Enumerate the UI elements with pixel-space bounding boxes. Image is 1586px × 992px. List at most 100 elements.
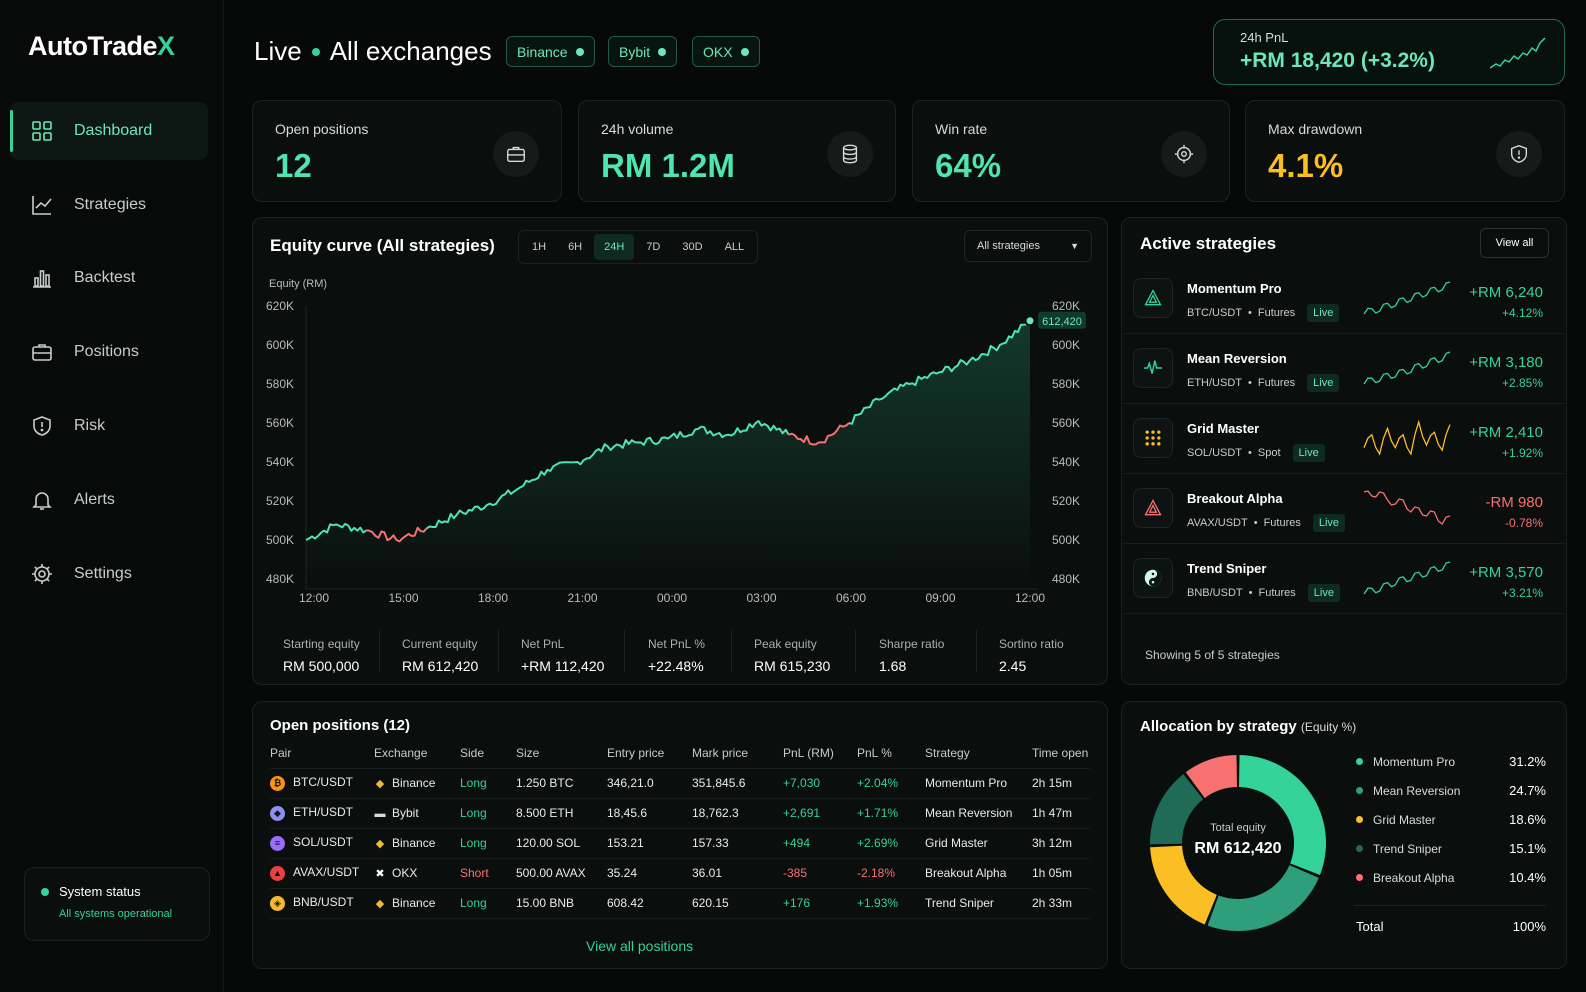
column-header[interactable]: Mark price	[692, 745, 749, 760]
page-title: Live All exchanges	[254, 36, 492, 67]
cell-side: Long	[460, 767, 516, 798]
current-equity-marker[interactable]	[1024, 315, 1036, 327]
pair-text: BTC/USDT	[293, 775, 353, 790]
tab-7d[interactable]: 7D	[646, 241, 661, 253]
status-badge: Live	[1307, 374, 1340, 392]
legend-label: Momentum Pro	[1373, 754, 1456, 769]
status-dot	[41, 887, 49, 896]
x-tick-label: 18:00	[478, 591, 508, 605]
column-header[interactable]: PnL (RM)	[783, 745, 834, 760]
table-row[interactable]: ≡ SOL/USDT ◆ Binance Long 120.00 SOL 153.21 157…	[270, 827, 1090, 858]
sidebar-item-strategies[interactable]: Strategies	[10, 176, 208, 234]
table-header-row: Pair Exchange Side Size Entry price Mark…	[270, 738, 1090, 768]
metric-label: Peak equity	[754, 637, 817, 651]
sidebar-item-positions[interactable]: Positions	[10, 323, 208, 381]
table-row[interactable]: ◆ ETH/USDT ▬ Bybit Long 8.500 ETH 18,45.6 18,76…	[270, 797, 1090, 828]
strategy-row[interactable]: Trend Sniper BNB/USDT • Futures Live +RM 3,57…	[1121, 544, 1567, 614]
equity-chart: Equity (RM) 620K 620K 600K 600K 580K 580K 560K…	[266, 278, 1086, 605]
x-tick-label: 15:00	[388, 591, 418, 605]
legend-label: Grid Master	[1373, 812, 1436, 827]
strategy-name: Grid Master	[1187, 421, 1260, 436]
table-row[interactable]: ▲ AVAX/USDT ✖ OKX Short 500.00 AVAX 35.24 36.01…	[270, 857, 1090, 888]
sidebar-item-risk[interactable]: Risk	[10, 397, 208, 455]
strategies-footer: Showing 5 of 5 strategies	[1145, 648, 1280, 662]
strategy-row[interactable]: Breakout Alpha AVAX/USDT • Futures Live -RM 9…	[1121, 474, 1567, 544]
tab-1h[interactable]: 1H	[532, 241, 547, 253]
column-header[interactable]: Side	[460, 745, 485, 760]
allocation-legend-item[interactable]: Momentum Pro 31.2%	[1356, 754, 1546, 769]
strategy-pair: AVAX/USDT	[1187, 517, 1248, 529]
exchange-chip-bybit[interactable]: Bybit	[608, 36, 678, 67]
active-strategies-panel	[1121, 217, 1567, 685]
system-status-card[interactable]: System status All systems operational	[24, 867, 210, 941]
strategy-market: Spot	[1257, 447, 1281, 459]
view-all-positions-link[interactable]: View all positions	[586, 938, 694, 954]
legend-swatch	[1356, 787, 1363, 794]
allocation-legend-item[interactable]: Breakout Alpha 10.4%	[1356, 870, 1546, 885]
column-header[interactable]: Exchange	[374, 745, 428, 760]
exchange-chip-binance[interactable]: Binance	[506, 36, 595, 67]
donut-slice[interactable]	[1207, 865, 1319, 932]
legend-label: Trend Sniper	[1373, 841, 1442, 856]
column-header[interactable]: Pair	[270, 745, 292, 760]
donut-slice[interactable]	[1238, 755, 1327, 875]
sidebar-item-alerts[interactable]: Alerts	[10, 471, 208, 529]
column-header[interactable]: Time open	[1032, 745, 1089, 760]
strategy-row[interactable]: Mean Reversion ETH/USDT • Futures Live +RM 3,…	[1121, 334, 1567, 404]
status-badge: Live	[1312, 514, 1346, 532]
strategy-sparkline	[1363, 419, 1451, 456]
x-tick-label: 12:00	[299, 591, 329, 605]
cell-strategy: Grid Master	[925, 827, 1032, 858]
strategy-pnl: +RM 3,180	[1469, 354, 1543, 371]
sidebar-item-dashboard[interactable]: Dashboard	[10, 102, 208, 160]
metric-value: RM 500,000	[283, 658, 360, 674]
coin-icon: ₿	[270, 775, 285, 791]
strategy-row[interactable]: Momentum Pro BTC/USDT • Futures Live +RM 6,24…	[1121, 264, 1567, 334]
allocation-legend-item[interactable]: Mean Reversion 24.7%	[1356, 783, 1546, 798]
strategy-meta: AVAX/USDT • Futures Live	[1187, 514, 1346, 532]
tab-24h[interactable]: 24H	[594, 234, 635, 260]
view-all-strategies-button[interactable]: View all	[1480, 228, 1549, 258]
exchange-icon: ✖	[375, 868, 385, 880]
app-logo[interactable]: AutoTradeX	[28, 31, 175, 61]
tab-all[interactable]: ALL	[724, 241, 745, 253]
metric-label: Starting equity	[283, 637, 360, 651]
table-row[interactable]: ◈ BNB/USDT ◆ Binance Long 15.00 BNB 608.42 620.…	[270, 887, 1090, 918]
cell-side: Long	[460, 887, 516, 918]
cell-mark-price: 351,845.6	[692, 767, 783, 798]
tab-6h[interactable]: 6H	[568, 241, 583, 253]
column-header[interactable]: Strategy	[925, 745, 970, 760]
cell-side: Short	[460, 857, 516, 888]
allocation-legend-item[interactable]: Trend Sniper 15.1%	[1356, 841, 1546, 856]
metric-net-pnl-pct: Net PnL % +22.48%	[648, 637, 705, 674]
strategy-name: Trend Sniper	[1187, 561, 1267, 576]
strategy-sparkline	[1363, 281, 1451, 315]
donut-slice[interactable]	[1150, 845, 1217, 925]
pnl-label: 24h PnL	[1240, 30, 1289, 45]
donut-slice[interactable]	[1185, 755, 1238, 798]
legend-label: Mean Reversion	[1373, 783, 1461, 798]
separator-dot: •	[1248, 447, 1252, 459]
strategy-market: Futures	[1257, 307, 1296, 319]
table-row[interactable]: ₿ BTC/USDT ◆ Binance Long 1.250 BTC 346,21.0 35…	[270, 767, 1090, 798]
column-header[interactable]: Entry price	[607, 745, 665, 760]
allocation-legend-item[interactable]: Grid Master 18.6%	[1356, 812, 1546, 827]
column-header[interactable]: Size	[516, 745, 540, 760]
sidebar-item-settings[interactable]: Settings	[10, 545, 208, 603]
y-tick-label-right: 500K	[1052, 533, 1080, 547]
cell-pnl: +494	[783, 827, 857, 858]
sidebar-item-label: Settings	[74, 565, 132, 582]
exchange-chip-okx[interactable]: OKX	[692, 36, 760, 67]
sidebar-item-backtest[interactable]: Backtest	[10, 249, 208, 307]
column-header[interactable]: PnL %	[857, 745, 892, 760]
cell-entry-price: 608.42	[607, 887, 692, 918]
live-label: Live	[254, 36, 302, 66]
donut-slice[interactable]	[1150, 774, 1204, 845]
strategy-filter-select[interactable]: All strategies ▼	[964, 230, 1092, 262]
strategy-row[interactable]: Grid Master SOL/USDT • Spot Live +RM 2,410 +1.…	[1121, 404, 1567, 474]
strategy-pnl-pct: +2.85%	[1501, 376, 1543, 390]
tab-30d[interactable]: 30D	[682, 241, 703, 253]
separator-dot: •	[1248, 587, 1253, 599]
legend-value: 18.6%	[1509, 812, 1546, 827]
system-status-text: All systems operational	[59, 908, 173, 920]
